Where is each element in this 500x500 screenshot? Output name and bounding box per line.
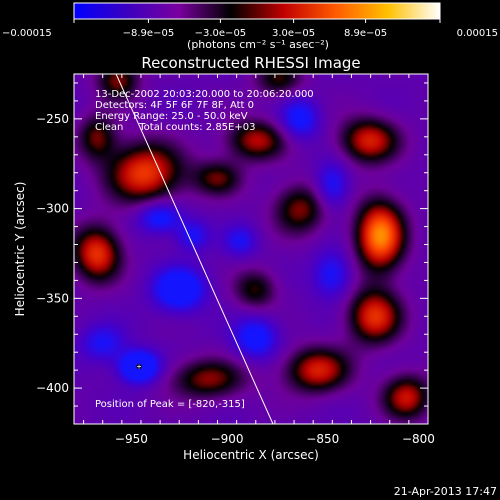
colorbar-tick-label: 3.0e−05: [272, 28, 315, 39]
y-tick-label: −400: [36, 381, 69, 395]
colorbar-tick-label: 8.9e−05: [344, 28, 387, 39]
x-axis-label: Heliocentric X (arcsec): [183, 448, 319, 462]
x-tick-label: −850: [306, 432, 339, 446]
y-tick-label: −300: [36, 202, 69, 216]
x-tick-label: −950: [115, 432, 148, 446]
plot-frame: [73, 73, 429, 425]
solar-limb-line: [115, 74, 274, 424]
peak-position-label: Position of Peak = [-820,-315]: [95, 399, 245, 410]
colorbar-tick-label: −3.0e−05: [195, 28, 247, 39]
annotation-energy-range: Energy Range: 25.0 - 50.0 keV: [95, 111, 248, 122]
colorbar-tick-label: −8.9e−05: [123, 28, 175, 39]
annotation-clean-counts: Clean Total counts: 2.85E+03: [95, 122, 255, 133]
colorbar-units: (photons cm⁻² s⁻¹ asec⁻²): [187, 38, 329, 51]
annotation-detectors: Detectors: 4F 5F 6F 7F 8F, Att 0: [95, 100, 254, 111]
y-tick-labels: −400 −350 −300 −250: [36, 112, 69, 395]
annotation-time-range: 13-Dec-2002 20:03:20.000 to 20:06:20.000: [95, 89, 314, 100]
x-tick-label: −800: [402, 432, 435, 446]
y-tick-label: −350: [36, 291, 69, 305]
colorbar-ticks: [73, 19, 441, 23]
colorbar: [73, 2, 441, 20]
y-tick-label: −250: [36, 112, 69, 126]
chart-title: Reconstructed RHESSI Image: [141, 54, 360, 72]
y-axis-label: Heliocentric Y (arcsec): [13, 182, 27, 317]
x-tick-labels: −950 −900 −850 −800: [115, 432, 435, 446]
annotation-block: 13-Dec-2002 20:03:20.000 to 20:06:20.000…: [95, 89, 314, 133]
colorbar-tick-label: −0.00015: [2, 28, 52, 39]
x-tick-label: −900: [211, 432, 244, 446]
colorbar-tick-label: 0.00015: [457, 28, 498, 39]
timestamp: 21-Apr-2013 17:47: [393, 485, 497, 498]
peak-marker-cross: [137, 364, 142, 369]
colorbar-tick-labels: −0.00015 −8.9e−05 −3.0e−05 3.0e−05 8.9e−05 0.…: [2, 28, 498, 39]
peak-marker: [136, 364, 142, 370]
heatmap-image: [74, 74, 428, 424]
axis-ticks: [74, 74, 428, 425]
